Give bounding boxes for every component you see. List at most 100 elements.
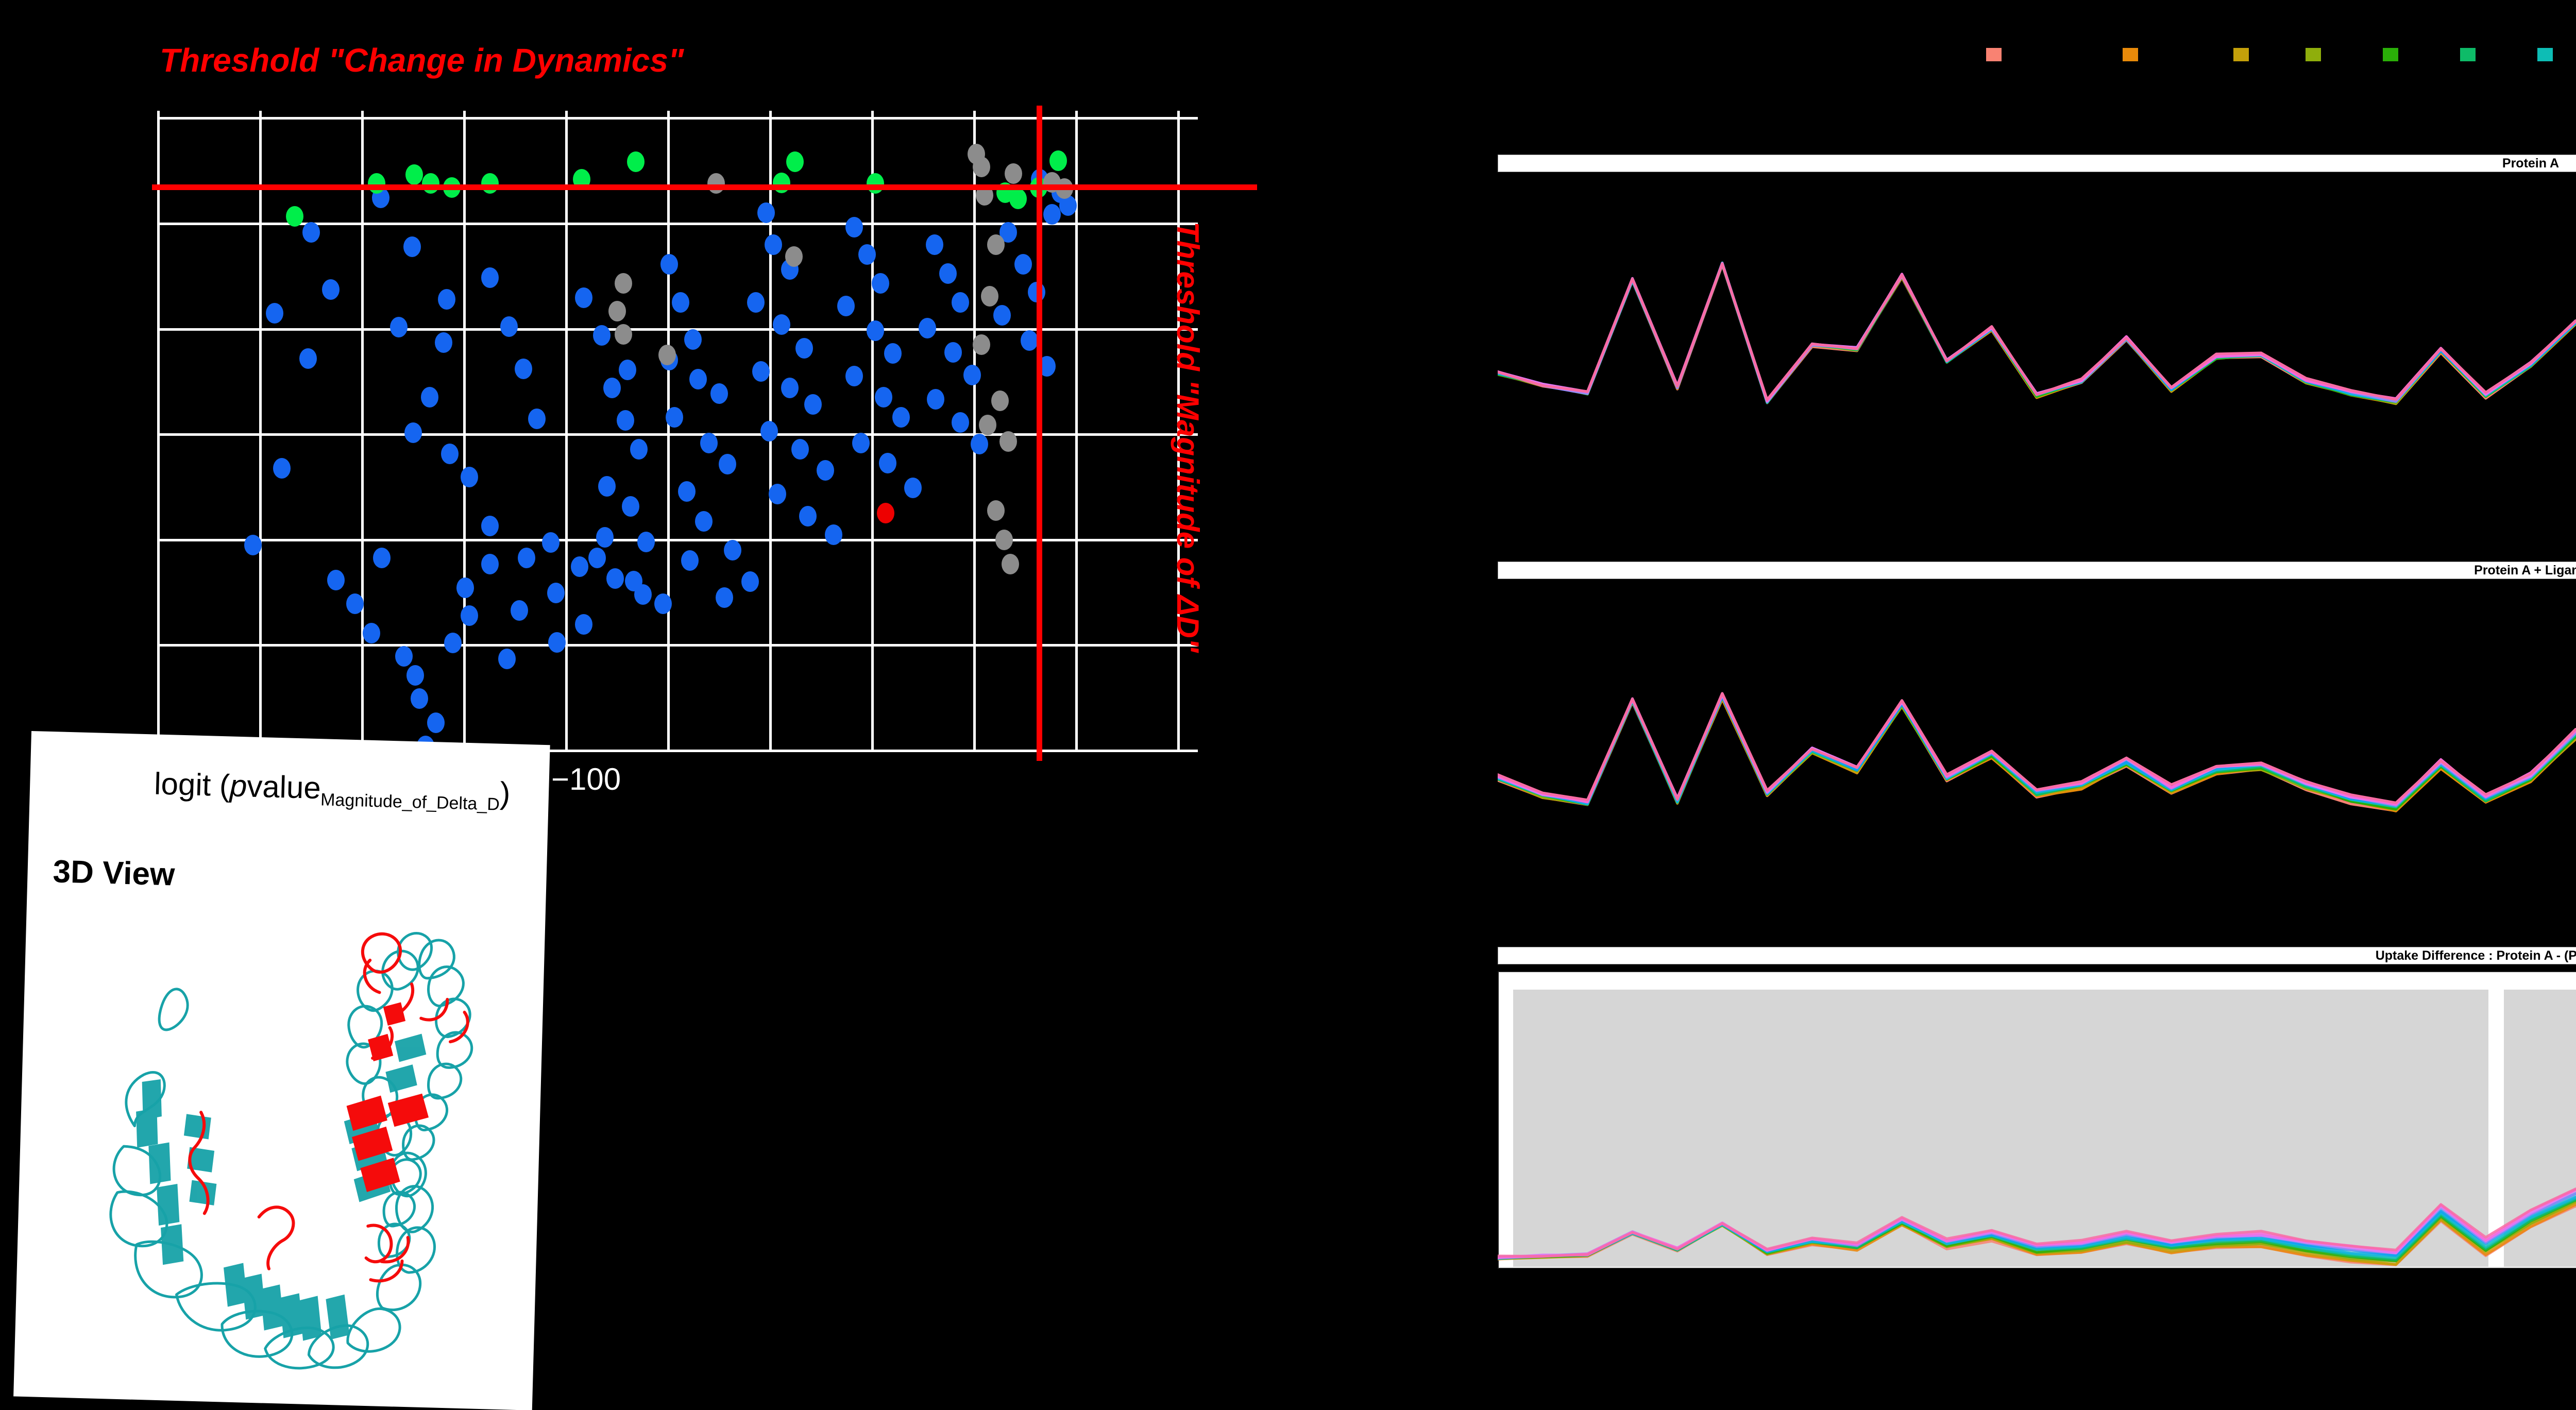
volcano-data-point[interactable] [760,421,778,442]
volcano-data-point[interactable] [630,439,648,460]
volcano-data-point[interactable] [939,263,957,284]
volcano-data-point[interactable] [858,244,876,265]
volcano-data-point[interactable] [395,645,413,667]
volcano-data-point[interactable] [993,304,1011,326]
volcano-data-point[interactable] [707,173,725,194]
volcano-data-point[interactable] [845,216,863,237]
volcano-data-point[interactable] [421,386,439,407]
uptake-trace-line[interactable] [1498,220,2576,405]
volcano-data-point[interactable] [302,222,320,243]
uptake-trace-line[interactable] [1498,217,2576,401]
volcano-data-point[interactable] [614,324,632,345]
volcano-data-point[interactable] [825,524,842,546]
volcano-data-point[interactable] [592,325,611,346]
volcano-data-point[interactable] [972,334,990,355]
volcano-data-point[interactable] [500,316,518,337]
volcano-data-point[interactable] [768,484,786,504]
volcano-data-point[interactable] [619,360,637,381]
volcano-data-point[interactable] [461,605,478,626]
uptake-trace-line[interactable] [1498,219,2576,405]
uptake-canvas-protein-a[interactable] [1498,175,2576,410]
volcano-data-point[interactable] [389,317,408,338]
volcano-data-point[interactable] [1049,150,1067,171]
volcano-data-point[interactable] [422,173,440,194]
volcano-data-point[interactable] [773,173,790,194]
uptake-trace-line[interactable] [1498,1123,2576,1259]
volcano-data-point[interactable] [373,548,391,568]
volcano-data-point[interactable] [963,365,981,386]
volcano-data-point[interactable] [625,570,643,591]
volcano-data-point[interactable] [528,408,546,429]
volcano-data-point[interactable] [978,415,996,436]
volcano-data-point[interactable] [918,317,936,338]
volcano-data-point[interactable] [741,571,759,592]
volcano-data-point[interactable] [952,292,970,313]
volcano-data-point[interactable] [404,422,422,443]
volcano-data-point[interactable] [244,535,262,556]
volcano-data-point[interactable] [588,548,606,568]
volcano-data-point[interactable] [548,632,566,653]
uptake-canvas-protein-a-ligand[interactable] [1498,582,2576,817]
uptake-panel-protein-a-ligand[interactable]: Protein A + Ligand [1498,562,2576,819]
volcano-data-point[interactable] [575,614,593,635]
volcano-data-point[interactable] [999,431,1018,452]
volcano-data-point[interactable] [981,285,998,307]
volcano-data-point[interactable] [617,410,634,431]
volcano-data-point[interactable] [658,344,676,365]
volcano-data-point[interactable] [795,338,814,359]
volcano-data-point[interactable] [681,550,699,571]
legend-swatch-5[interactable] [2383,48,2398,61]
volcano-data-point[interactable] [346,593,364,615]
volcano-data-point[interactable] [804,394,822,415]
uptake-trace-line[interactable] [1498,219,2576,403]
volcano-data-point[interactable] [904,477,922,498]
volcano-data-point[interactable] [816,460,834,481]
uptake-legend[interactable] [1986,48,2576,63]
volcano-data-point[interactable] [678,481,696,502]
volcano-data-point[interactable] [689,368,707,389]
volcano-data-point[interactable] [694,511,713,532]
volcano-data-point[interactable] [637,532,655,552]
volcano-data-point[interactable] [411,688,429,709]
volcano-data-point[interactable] [571,556,589,577]
uptake-trace-line[interactable] [1498,217,2576,402]
volcano-data-point[interactable] [925,234,943,256]
legend-swatch-2[interactable] [2123,48,2138,61]
volcano-data-point[interactable] [285,206,303,227]
volcano-data-point[interactable] [1020,330,1038,351]
volcano-data-point[interactable] [1009,189,1027,210]
uptake-panel-difference[interactable]: Uptake Difference : Protein A - (Protein… [1498,947,2576,967]
volcano-data-point[interactable] [757,202,775,224]
legend-swatch-3[interactable] [2233,48,2249,61]
volcano-data-point[interactable] [874,386,892,407]
volcano-data-point[interactable] [363,623,381,644]
volcano-data-point[interactable] [481,173,499,194]
volcano-data-point[interactable] [403,236,421,258]
volcano-data-point[interactable] [1002,554,1020,575]
volcano-data-point[interactable] [852,432,870,453]
volcano-data-point[interactable] [884,343,902,364]
volcano-data-point[interactable] [877,503,894,524]
volcano-data-point[interactable] [273,458,291,479]
volcano-data-point[interactable] [724,540,742,561]
volcano-data-point[interactable] [405,164,423,185]
volcano-data-point[interactable] [837,296,855,317]
volcano-data-point[interactable] [461,466,478,487]
volcano-data-point[interactable] [660,253,678,275]
volcano-data-point[interactable] [752,361,770,382]
uptake-trace-line[interactable] [1498,218,2576,402]
legend-swatch-6[interactable] [2460,48,2476,61]
volcano-data-point[interactable] [871,273,889,294]
volcano-data-point[interactable] [596,527,614,548]
volcano-data-point[interactable] [773,314,790,335]
volcano-data-point[interactable] [845,365,863,386]
legend-swatch-4[interactable] [2306,48,2321,61]
uptake-trace-line[interactable] [1498,1128,2576,1262]
uptake-trace-line[interactable] [1498,217,2576,403]
volcano-data-point[interactable] [266,303,284,324]
volcano-data-point[interactable] [1014,253,1032,275]
volcano-data-point[interactable] [606,568,624,589]
three-d-view-card[interactable]: logit (pvalueMagnitude_of_Delta_D) 3D Vi… [14,732,550,1410]
volcano-data-point[interactable] [444,632,462,653]
volcano-data-point[interactable] [764,234,782,256]
